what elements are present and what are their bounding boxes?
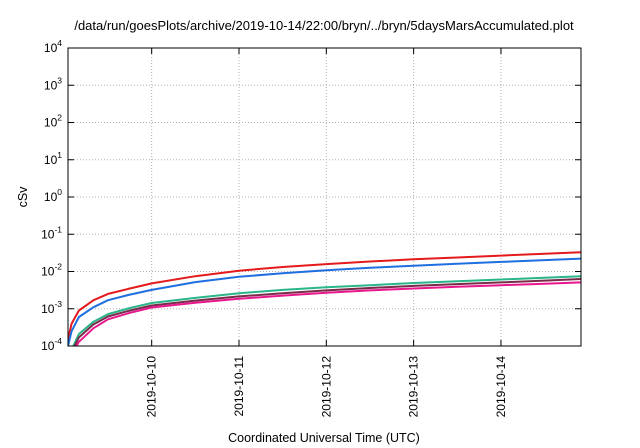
chart-title: /data/run/goesPlots/archive/2019-10-14/2… bbox=[74, 18, 574, 33]
x-tick-label: 2019-10-12 bbox=[319, 356, 333, 418]
y-tick-label: 101 bbox=[44, 150, 62, 167]
y-tick-label: 10-4 bbox=[41, 336, 62, 353]
y-tick-label: 102 bbox=[44, 113, 62, 130]
x-tick-label: 2019-10-11 bbox=[232, 356, 246, 417]
x-tick-label: 2019-10-10 bbox=[145, 356, 159, 418]
series-line-3 bbox=[72, 275, 581, 346]
series-line-2 bbox=[68, 257, 581, 346]
x-tick-label: 2019-10-14 bbox=[494, 356, 508, 418]
y-tick-label: 103 bbox=[44, 75, 62, 92]
series-line-1 bbox=[68, 251, 581, 340]
series-line-5 bbox=[75, 281, 581, 346]
gridlines bbox=[68, 48, 581, 346]
x-tick-label: 2019-10-13 bbox=[407, 356, 421, 418]
y-axis-label: cSv bbox=[16, 186, 30, 208]
y-tick-label: 100 bbox=[44, 187, 62, 204]
plot-frame bbox=[67, 47, 582, 347]
series-lines bbox=[68, 251, 581, 346]
y-tick-label: 10-3 bbox=[41, 299, 62, 316]
series-line-4 bbox=[73, 278, 581, 346]
y-tick-label: 104 bbox=[44, 38, 62, 55]
y-tick-label: 10-1 bbox=[41, 224, 62, 241]
x-axis-label: Coordinated Universal Time (UTC) bbox=[228, 431, 420, 445]
x-axis-ticks: 2019-10-10 2019-10-11 2019-10-12 2019-10-13… bbox=[145, 48, 508, 417]
y-tick-label: 10-2 bbox=[41, 262, 62, 279]
